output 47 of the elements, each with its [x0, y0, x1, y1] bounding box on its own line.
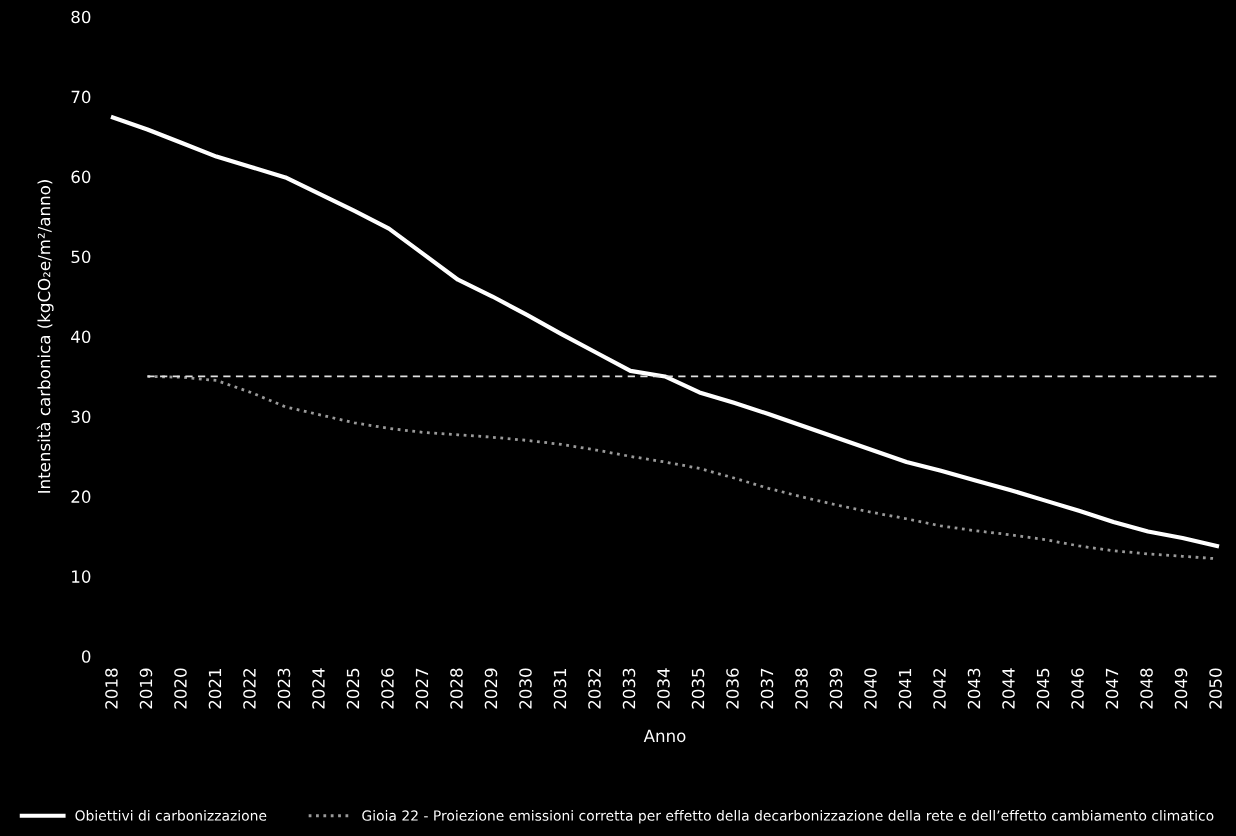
x-tick-label: 2038: [795, 668, 808, 709]
x-tick-label: 2047: [1105, 668, 1119, 709]
x-tick-label: 2029: [484, 668, 498, 709]
x-tick-label: 2032: [588, 669, 601, 709]
x-tick-label: 2036: [726, 668, 739, 709]
y-axis-title: Intensità carbonica (kgCO₂e/m²/anno): [36, 180, 54, 493]
x-tick-label: 2033: [622, 668, 636, 709]
x-tick-label: 2037: [760, 668, 774, 709]
y-tick-label: 20: [71, 490, 91, 503]
y-tick-label: 30: [71, 410, 91, 423]
legend-label: Obiettivi di carbonizzazione: [75, 810, 267, 821]
x-tick-label: 2019: [139, 668, 153, 709]
x-tick-label: 2043: [967, 668, 981, 709]
x-tick-label: 2018: [105, 668, 118, 709]
x-tick-label: 2030: [519, 668, 532, 709]
x-axis-title: Anno: [643, 729, 686, 743]
x-tick-label: 2027: [415, 668, 429, 709]
y-tick-label: 0: [81, 650, 91, 663]
line-series: [110, 115, 1220, 549]
x-tick-label: 2024: [312, 668, 325, 709]
x-tick-label: 2021: [208, 668, 222, 709]
x-tick-label: 2035: [691, 668, 705, 709]
x-tick-label: 2045: [1036, 668, 1050, 709]
y-tick-label: 10: [72, 570, 91, 583]
y-tick-label: 50: [71, 250, 91, 264]
x-tick-label: 2022: [243, 669, 256, 709]
x-tick-label: 2046: [1071, 668, 1084, 709]
x-tick-label: 2050: [1209, 668, 1222, 709]
x-tick-label: 2026: [381, 668, 394, 709]
y-tick-label: 70: [71, 90, 91, 104]
x-tick-label: 2048: [1140, 668, 1153, 709]
x-tick-label: 2049: [1174, 668, 1188, 709]
x-tick-label: 2028: [450, 668, 463, 709]
x-tick-label: 2042: [933, 669, 946, 709]
y-tick-label: 60: [71, 170, 91, 184]
x-tick-label: 2020: [174, 668, 187, 709]
x-tick-label: 2044: [1002, 668, 1015, 709]
legend-label: Gioia 22 - Proiezione emissioni corretta per effetto della decarbonizzazione della rete e dell’effetto cambiamento climatico: [362, 810, 1214, 824]
x-tick-label: 2031: [553, 668, 567, 709]
x-tick-label: 2025: [346, 668, 360, 709]
x-tick-label: 2023: [277, 668, 291, 709]
x-tick-label: 2040: [864, 668, 877, 709]
x-tick-label: 2034: [657, 668, 670, 709]
x-tick-label: 2039: [829, 668, 843, 709]
y-tick-label: 80: [71, 10, 91, 24]
y-tick-label: 40: [71, 330, 91, 344]
x-tick-label: 2041: [898, 668, 912, 709]
